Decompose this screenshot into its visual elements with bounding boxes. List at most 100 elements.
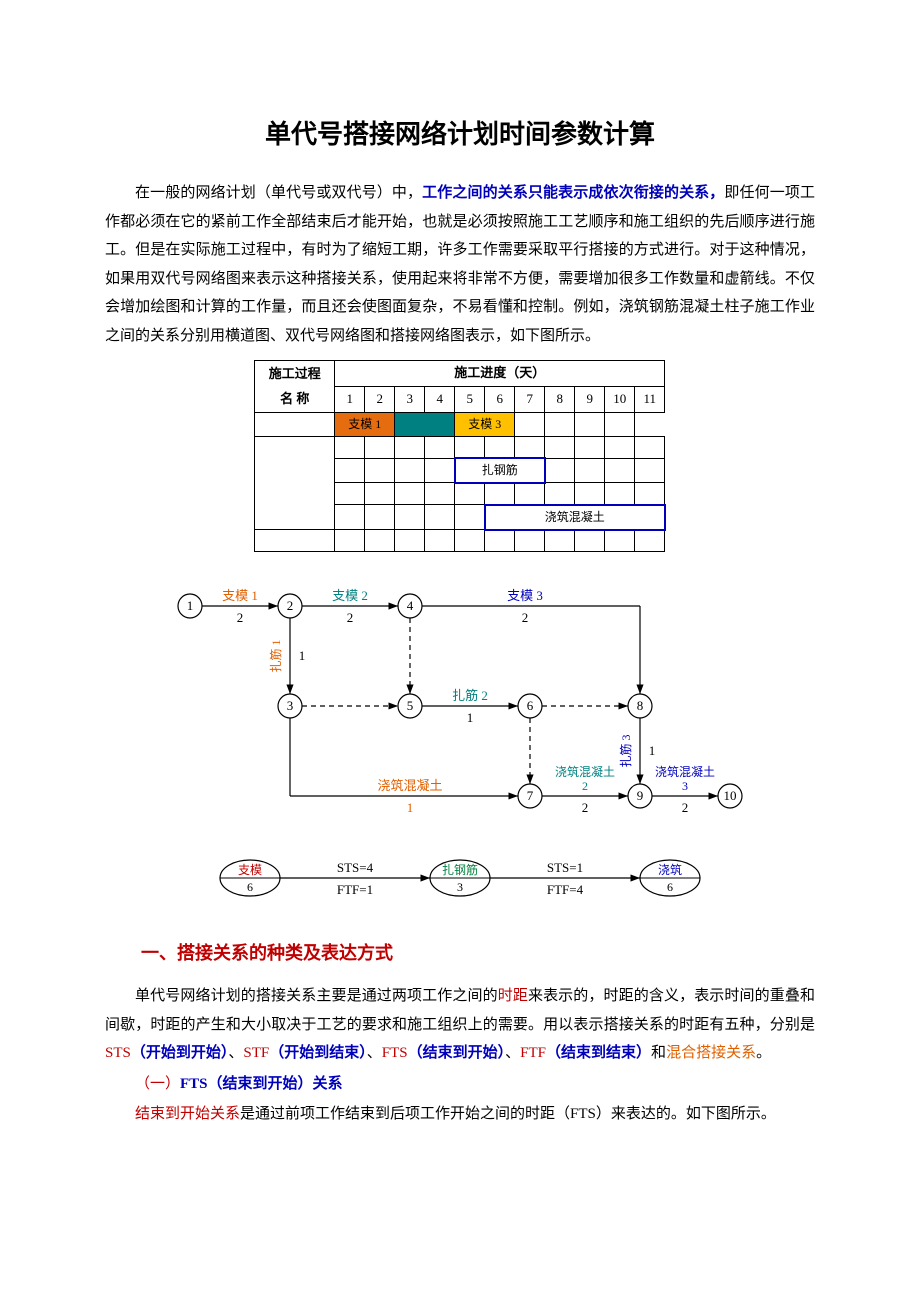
gantt-header-proc-label: 施工过程 xyxy=(269,366,321,381)
p2q: 。 xyxy=(756,1045,771,1061)
svg-text:FTF=4: FTF=4 xyxy=(547,882,584,897)
svg-text:浇筑: 浇筑 xyxy=(658,862,682,877)
body-paragraph-3: 结束到开始关系是通过前项工作结束到后项工作开始之间的时距（FTS）来表达的。如下… xyxy=(105,1100,815,1129)
svg-text:浇筑混凝土: 浇筑混凝土 xyxy=(555,764,615,779)
svg-text:浇筑混凝土: 浇筑混凝土 xyxy=(655,764,715,779)
chain-svg: STS=4 FTF=1 STS=1 FTF=4 支模 6 扎钢筋 3 浇筑 6 xyxy=(180,848,740,908)
document-page: 单代号搭接网络计划时间参数计算 在一般的网络计划（单代号或双代号）中，工作之间的… xyxy=(0,0,920,1302)
gantt-header-name-label: 名 称 xyxy=(280,391,309,406)
svg-text:STS=1: STS=1 xyxy=(547,860,583,875)
intro-text-a: 在一般的网络计划（单代号或双代号）中， xyxy=(135,185,422,201)
subsection-1: （一）FTS（结束到开始）关系 xyxy=(105,1070,815,1099)
gantt-day: 10 xyxy=(605,387,635,413)
svg-text:8: 8 xyxy=(637,698,644,713)
svg-text:6: 6 xyxy=(247,880,253,894)
svg-text:1: 1 xyxy=(649,743,656,758)
section-1-title: 一、搭接关系的种类及表达方式 xyxy=(105,936,815,970)
svg-text:浇筑混凝土: 浇筑混凝土 xyxy=(377,778,442,793)
gantt-bar-formwork-2 xyxy=(395,412,455,436)
svg-text:支模: 支模 xyxy=(238,863,262,877)
svg-text:2: 2 xyxy=(682,800,689,815)
sub1-prefix: （一） xyxy=(135,1076,180,1092)
svg-text:扎筋 3: 扎筋 3 xyxy=(618,735,633,768)
gantt-day: 3 xyxy=(395,387,425,413)
svg-text:6: 6 xyxy=(527,698,534,713)
intro-paragraph: 在一般的网络计划（单代号或双代号）中，工作之间的关系只能表示成依次衔接的关系，即… xyxy=(105,179,815,350)
p2k: （结束到开始） xyxy=(408,1045,506,1061)
svg-text:1: 1 xyxy=(407,800,414,815)
p2p: 混合搭接关系 xyxy=(666,1045,756,1061)
sub1-title: FTS（结束到开始）关系 xyxy=(180,1076,343,1092)
gantt-chart: 施工过程 名 称 施工进度（天） 1 2 3 4 5 6 7 8 9 10 11… xyxy=(254,360,666,552)
svg-text:1: 1 xyxy=(467,710,474,725)
gantt-bar-rebar: 扎钢筋 xyxy=(455,458,545,483)
overlap-chain-diagram: STS=4 FTF=1 STS=1 FTF=4 支模 6 扎钢筋 3 浇筑 6 xyxy=(105,848,815,919)
p2d: STS xyxy=(105,1045,131,1061)
p2f: 、 xyxy=(228,1045,243,1061)
svg-text:5: 5 xyxy=(407,698,414,713)
svg-text:2: 2 xyxy=(287,598,294,613)
svg-text:4: 4 xyxy=(407,598,414,613)
gantt-row-formwork: 支模 1 支模 3 xyxy=(255,412,665,436)
p2b: 时距 xyxy=(498,988,528,1004)
p2m: FTF xyxy=(520,1045,546,1061)
gantt-bar-formwork-1: 支模 1 xyxy=(335,412,395,436)
gantt-day: 11 xyxy=(635,387,665,413)
svg-text:扎筋 2: 扎筋 2 xyxy=(452,688,488,703)
p2i: 、 xyxy=(367,1045,382,1061)
p2o: 和 xyxy=(651,1045,666,1061)
gantt-day: 8 xyxy=(545,387,575,413)
p2j: FTS xyxy=(382,1045,408,1061)
body-paragraph-2: 单代号网络计划的搭接关系主要是通过两项工作之间的时距来表示的，时距的含义，表示时… xyxy=(105,982,815,1068)
intro-text-b: 工作之间的关系只能表示成依次衔接的关系， xyxy=(422,185,724,201)
gantt-day: 1 xyxy=(335,387,365,413)
svg-text:支模 3: 支模 3 xyxy=(507,588,543,603)
gantt-row-spacer3 xyxy=(255,530,665,552)
gantt-row-rebar: 扎钢筋 xyxy=(255,458,665,483)
svg-text:支模 2: 支模 2 xyxy=(332,588,368,603)
svg-text:2: 2 xyxy=(582,800,589,815)
p3b: 是通过前项工作结束到后项工作开始之间的时距（FTS）来表达的。如下图所示。 xyxy=(240,1106,776,1122)
p3a: 结束到开始关系 xyxy=(135,1106,240,1122)
gantt-row-spacer2 xyxy=(255,483,665,505)
svg-text:扎钢筋: 扎钢筋 xyxy=(442,862,478,877)
svg-text:2: 2 xyxy=(522,610,529,625)
svg-text:3: 3 xyxy=(287,698,294,713)
svg-text:1: 1 xyxy=(299,648,306,663)
svg-text:FTF=1: FTF=1 xyxy=(337,882,373,897)
svg-text:3: 3 xyxy=(682,779,688,793)
p2e: （开始到开始） xyxy=(131,1045,229,1061)
p2l: 、 xyxy=(505,1045,520,1061)
gantt-day: 4 xyxy=(425,387,455,413)
svg-text:7: 7 xyxy=(527,788,534,803)
p2g: STF xyxy=(243,1045,269,1061)
aon-svg: 支模 1 2 支模 2 2 支模 3 2 扎筋 1 1 扎筋 2 1 扎筋 3 1 浇筑混凝土 1 浇筑混凝… xyxy=(150,566,770,831)
gantt-day: 5 xyxy=(455,387,485,413)
p2h: （开始到结束） xyxy=(269,1045,367,1061)
gantt-day: 9 xyxy=(575,387,605,413)
gantt-row-pour: 浇筑混凝土 xyxy=(255,505,665,530)
p2n: （结束到结束） xyxy=(546,1045,651,1061)
svg-text:6: 6 xyxy=(667,880,673,894)
gantt-day: 7 xyxy=(515,387,545,413)
page-title: 单代号搭接网络计划时间参数计算 xyxy=(105,110,815,159)
gantt-bar-formwork-3: 支模 3 xyxy=(455,412,515,436)
gantt-header-process: 施工过程 名 称 xyxy=(255,361,335,412)
aon-network-diagram: 支模 1 2 支模 2 2 支模 3 2 扎筋 1 1 扎筋 2 1 扎筋 3 1 浇筑混凝土 1 浇筑混凝… xyxy=(105,566,815,842)
svg-text:9: 9 xyxy=(637,788,644,803)
svg-text:10: 10 xyxy=(724,788,737,803)
p2a: 单代号网络计划的搭接关系主要是通过两项工作之间的 xyxy=(135,988,498,1004)
gantt-day: 2 xyxy=(365,387,395,413)
svg-text:3: 3 xyxy=(457,880,463,894)
svg-text:扎筋 1: 扎筋 1 xyxy=(268,640,283,673)
gantt-row-spacer1 xyxy=(255,436,665,458)
svg-text:支模 1: 支模 1 xyxy=(222,588,258,603)
svg-text:1: 1 xyxy=(187,598,194,613)
gantt-bar-pour: 浇筑混凝土 xyxy=(485,505,665,530)
svg-text:2: 2 xyxy=(237,610,244,625)
svg-text:2: 2 xyxy=(582,779,588,793)
gantt-header-days: 施工进度（天） xyxy=(335,361,665,387)
intro-text-c: 即任何一项工作都必须在它的紧前工作全部结束后才能开始，也就是必须按照施工工艺顺序… xyxy=(105,185,815,344)
svg-text:STS=4: STS=4 xyxy=(337,860,374,875)
gantt-day: 6 xyxy=(485,387,515,413)
